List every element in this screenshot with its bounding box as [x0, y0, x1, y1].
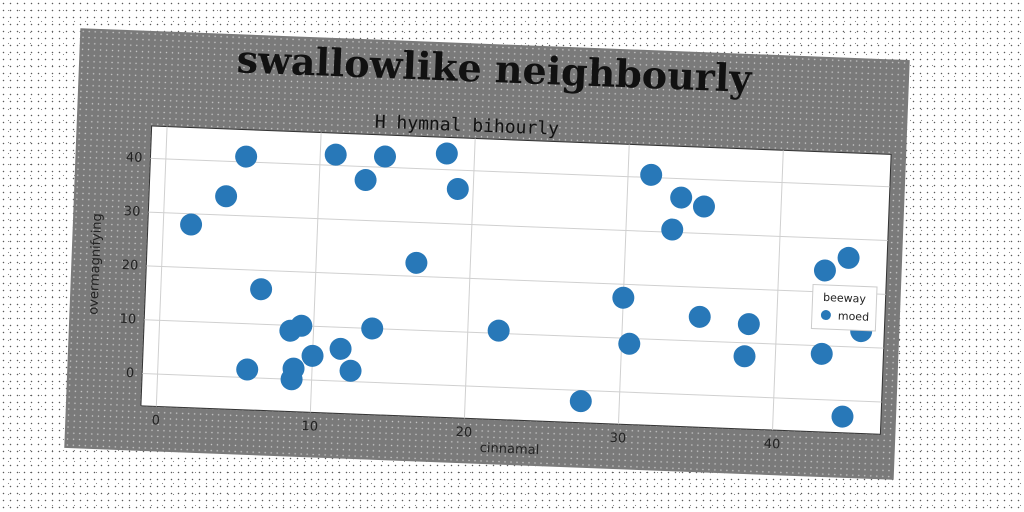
x-tick-label: 30 — [609, 431, 626, 447]
x-tick-label: 10 — [301, 419, 318, 435]
scatter-point — [235, 145, 258, 168]
scatter-point — [435, 142, 458, 165]
scatter-point — [737, 313, 760, 336]
scatter-point — [301, 344, 324, 367]
scatter-point — [670, 186, 693, 209]
scatter-point — [324, 143, 347, 166]
scatter-point — [361, 317, 384, 340]
scatter-point — [405, 251, 428, 274]
scatter-point — [236, 358, 259, 381]
y-gridline — [146, 265, 886, 295]
scatter-point — [280, 368, 303, 391]
scatter-point — [810, 342, 833, 365]
y-gridline — [144, 319, 884, 349]
x-axis-label: cinnamal — [480, 441, 540, 458]
scatter-point — [487, 319, 510, 342]
data-points — [180, 142, 873, 428]
y-tick-label: 10 — [119, 312, 136, 328]
legend-series-label: moed — [838, 310, 870, 324]
grid — [142, 126, 890, 431]
scatter-point — [640, 163, 663, 186]
scatter-point — [688, 305, 711, 328]
scatter-point — [290, 314, 313, 337]
y-tick-label: 40 — [126, 150, 143, 166]
scatter-point — [813, 259, 836, 282]
scatter-point — [250, 278, 273, 301]
scatter-point — [329, 337, 352, 360]
y-gridline — [150, 157, 890, 188]
legend-title: beeway — [823, 291, 867, 306]
legend: beeway moed — [810, 284, 878, 332]
axis-ticks: 0 10 20 30 40 0 10 20 30 40 — [119, 150, 780, 453]
x-tick-label: 0 — [151, 413, 160, 428]
scatter-point — [373, 145, 396, 168]
y-axis-label: overmagnifying — [86, 213, 105, 315]
scatter-point — [618, 332, 641, 355]
y-tick-label: 20 — [121, 258, 138, 274]
scatter-point — [661, 218, 684, 241]
y-gridline — [142, 373, 882, 403]
scatter-point — [733, 345, 756, 368]
scatter-point — [180, 213, 203, 236]
legend-marker — [820, 310, 831, 321]
scatter-point — [569, 390, 592, 413]
y-tick-label: 30 — [124, 204, 141, 220]
x-tick-label: 20 — [455, 425, 472, 441]
scatter-point — [215, 185, 238, 208]
y-tick-label: 0 — [126, 366, 135, 381]
x-tick-label: 40 — [763, 437, 780, 453]
scatter-point — [612, 286, 635, 309]
scatter-point — [339, 359, 362, 382]
y-gridline — [148, 211, 888, 242]
scatter-point — [837, 246, 860, 269]
scatter-point — [446, 177, 469, 200]
scatter-point — [354, 169, 377, 192]
chart-figure: swallowlike neighbourly H hymnal bihourl… — [64, 28, 910, 480]
scatter-point — [831, 405, 854, 428]
scatter-point — [692, 195, 715, 218]
